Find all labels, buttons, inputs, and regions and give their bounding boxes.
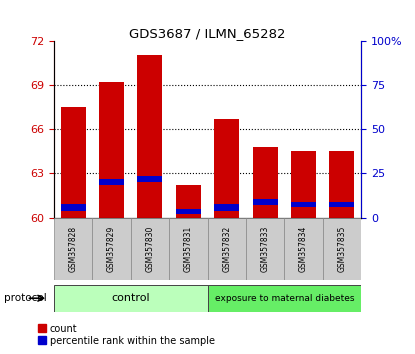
Bar (99, 179, 124, 185)
Bar (131, 218, 169, 280)
Text: GSM357828: GSM357828 (68, 225, 78, 272)
Bar (137, 56, 162, 218)
Text: GSM357829: GSM357829 (107, 225, 116, 272)
Bar (176, 209, 201, 214)
Bar (284, 218, 323, 280)
Text: GSM357831: GSM357831 (184, 225, 193, 272)
Bar (253, 199, 278, 205)
Bar (323, 218, 361, 280)
Text: GSM357832: GSM357832 (222, 225, 231, 272)
Text: GSM357830: GSM357830 (145, 225, 154, 272)
Bar (330, 202, 354, 207)
Bar (208, 285, 361, 312)
Bar (61, 204, 85, 211)
Legend: count, percentile rank within the sample: count, percentile rank within the sample (38, 324, 215, 346)
Bar (208, 218, 246, 280)
Bar (93, 218, 131, 280)
Text: protocol: protocol (4, 293, 47, 303)
Bar (330, 152, 354, 218)
Bar (54, 218, 92, 280)
Bar (291, 152, 316, 218)
Text: GSM357833: GSM357833 (261, 225, 270, 272)
Bar (246, 218, 284, 280)
Bar (214, 119, 239, 218)
Text: control: control (111, 293, 150, 303)
Title: GDS3687 / ILMN_65282: GDS3687 / ILMN_65282 (129, 27, 286, 40)
Bar (61, 107, 85, 218)
Bar (176, 185, 201, 218)
Text: GSM357834: GSM357834 (299, 225, 308, 272)
Bar (214, 204, 239, 211)
Text: GSM357835: GSM357835 (337, 225, 347, 272)
Bar (137, 176, 162, 182)
Bar (291, 202, 316, 207)
Bar (253, 147, 278, 218)
Text: exposure to maternal diabetes: exposure to maternal diabetes (215, 294, 354, 303)
Bar (169, 218, 208, 280)
Bar (99, 82, 124, 218)
Bar (54, 285, 208, 312)
